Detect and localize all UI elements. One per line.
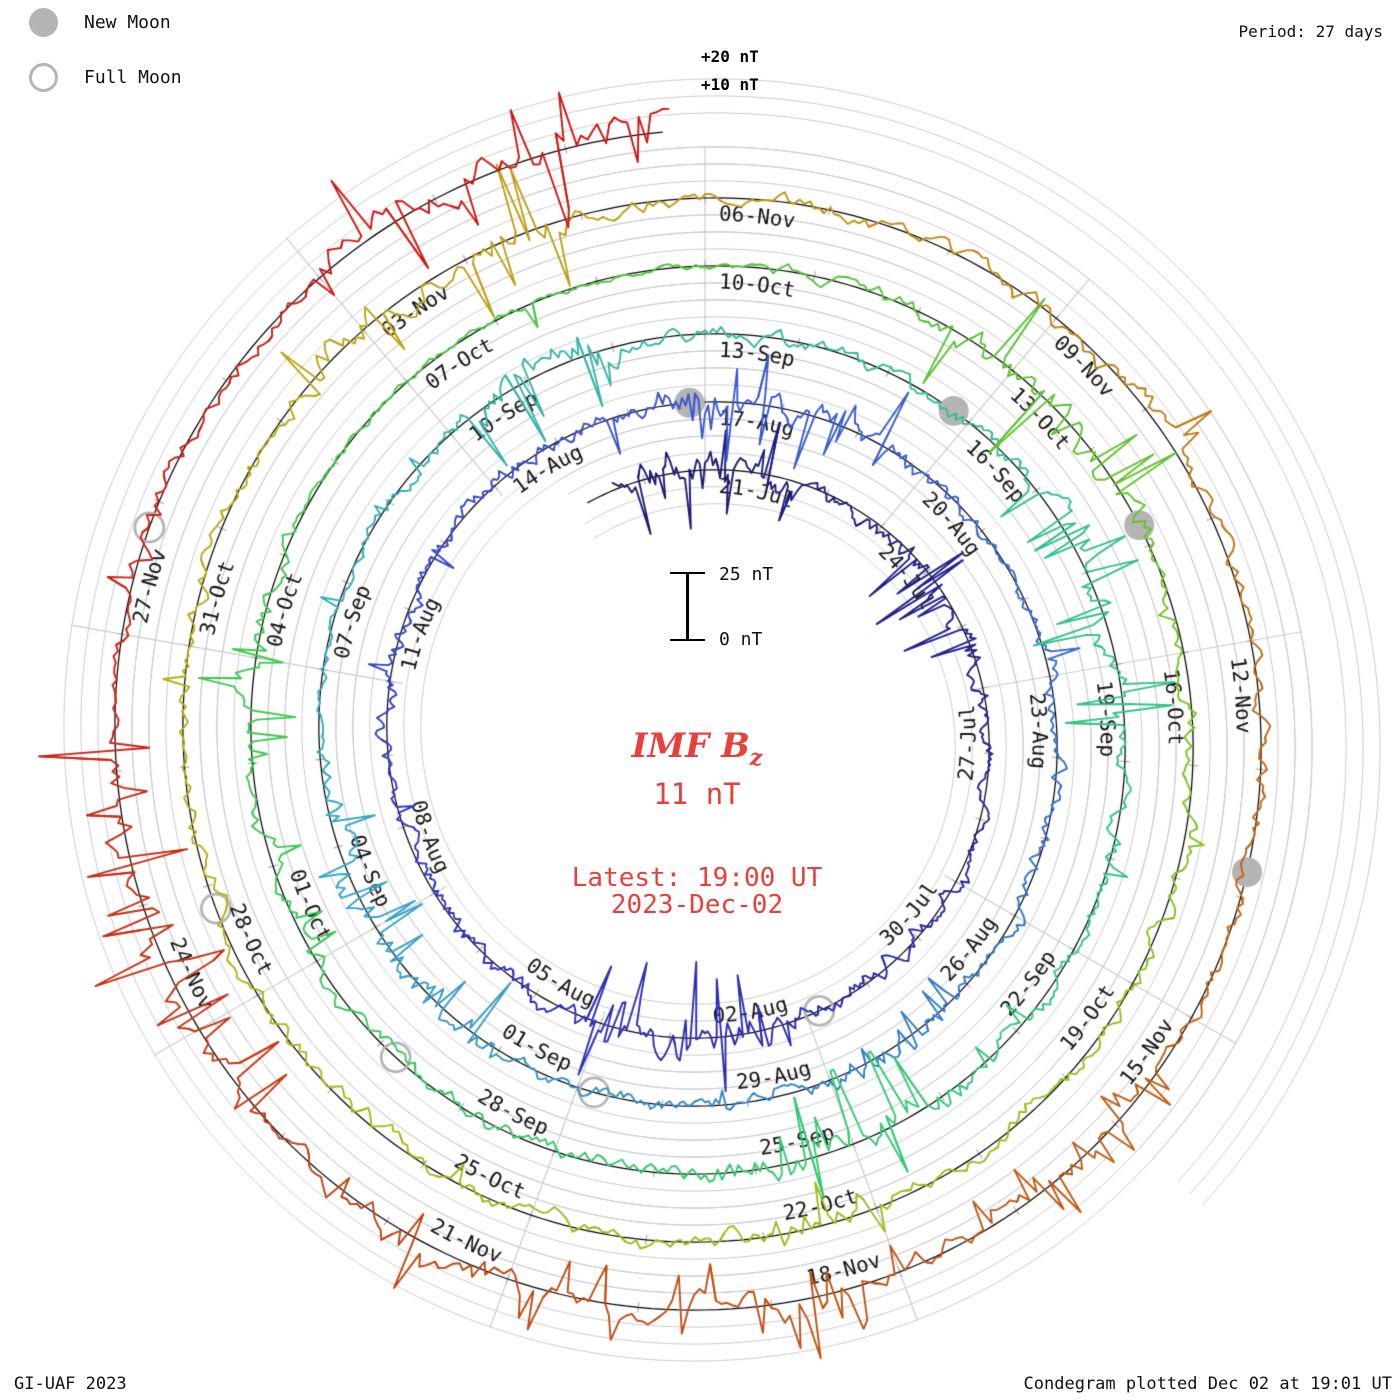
scale-bar-top-cap — [670, 572, 705, 574]
full-moon-label: Full Moon — [84, 67, 182, 88]
new-moon-icon — [29, 8, 58, 37]
plot-title: IMF Bz — [477, 726, 917, 771]
scale-bar-bottom-cap — [670, 639, 705, 641]
credit-label: GI-UAF 2023 — [14, 1374, 127, 1394]
plot-title-text: IMF B — [631, 726, 750, 766]
full-moon-icon — [29, 63, 58, 92]
legend-new-moon: New Moon — [29, 8, 171, 37]
ref-plus10-label: +10 nT — [701, 75, 759, 94]
latest-date: 2023-Dec-02 — [610, 890, 784, 920]
latest-time: Latest: 19:00 UT — [571, 863, 823, 893]
ref-plus20-label: +20 nT — [701, 47, 759, 66]
plotted-label: Condegram plotted Dec 02 at 19:01 UT — [1023, 1374, 1392, 1394]
new-moon-label: New Moon — [84, 12, 171, 33]
scale-bar-top-label: 25 nT — [719, 564, 774, 585]
scale-bar-line — [686, 572, 689, 641]
period-label: Period: 27 days — [1238, 22, 1384, 41]
scale-bar-bottom-label: 0 nT — [719, 629, 763, 650]
latest-value: 11 nT — [653, 777, 741, 811]
legend-full-moon: Full Moon — [29, 63, 182, 92]
plot-title-subscript: z — [749, 744, 763, 771]
